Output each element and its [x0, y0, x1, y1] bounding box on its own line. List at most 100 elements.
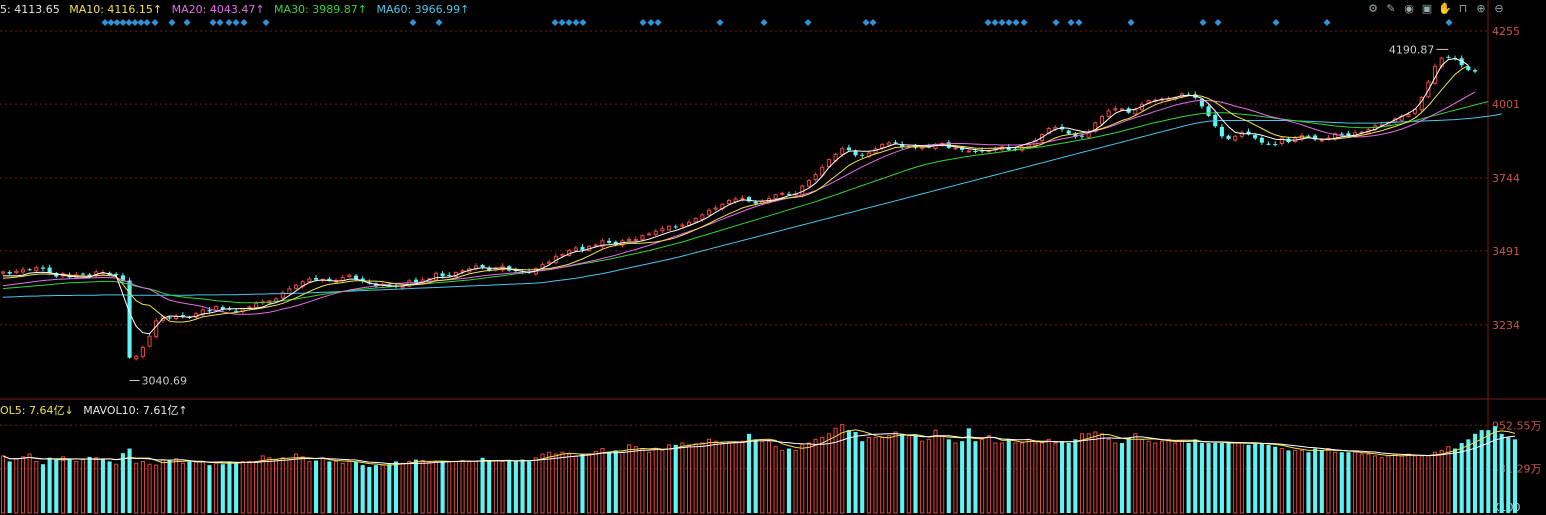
candle-body — [1233, 135, 1238, 141]
volume-bar — [853, 431, 858, 513]
volume-bar — [686, 444, 692, 514]
price-tick-label: 4255 — [1492, 25, 1520, 38]
volume-bar — [393, 461, 399, 513]
volume-bar — [313, 460, 319, 513]
zoom-in-icon[interactable]: ⊕ — [1476, 2, 1486, 15]
candle-body — [127, 280, 132, 358]
candle-body — [1199, 98, 1204, 107]
candle-body — [80, 273, 85, 275]
candle-body — [1279, 137, 1284, 145]
candle-body — [607, 240, 612, 243]
candle-body — [287, 288, 292, 295]
volume-bar — [806, 442, 812, 514]
volume-bar — [234, 462, 239, 513]
candle-body — [1406, 113, 1411, 117]
volume-bar — [993, 442, 998, 514]
candle-body — [54, 273, 59, 277]
candle-body — [1093, 122, 1098, 132]
candle-body — [154, 320, 159, 338]
signal-marker — [409, 19, 417, 26]
candle-body — [1273, 144, 1278, 146]
legend-ma10: MA10: 4116.15↑ — [69, 3, 163, 16]
candle-body — [1226, 135, 1231, 139]
candle-body — [407, 280, 412, 287]
signal-marker — [572, 19, 580, 26]
candle-body — [753, 201, 758, 204]
bag-icon[interactable]: ▣ — [1421, 2, 1433, 15]
volume-bar — [700, 442, 705, 514]
candle-body — [706, 209, 712, 216]
volume-bar — [154, 464, 159, 514]
volume-bar — [1412, 455, 1418, 514]
candle-body — [780, 192, 785, 195]
volume-bar — [1026, 438, 1031, 514]
candle-body — [1472, 70, 1478, 72]
zoom-out-icon[interactable]: ⊖ — [1494, 2, 1504, 15]
volume-bar — [1073, 439, 1078, 513]
candle-body — [40, 267, 46, 269]
candle-body — [893, 142, 898, 144]
volume-bar — [940, 435, 945, 514]
settings-icon[interactable]: ⚙ — [1368, 2, 1378, 15]
volume-bar — [353, 461, 359, 513]
candle-body — [280, 292, 285, 299]
volume-bar — [1399, 455, 1404, 514]
volume-bar — [240, 460, 245, 514]
ma60-line — [2, 113, 1502, 298]
candle-body — [1219, 126, 1224, 137]
volume-bar — [880, 436, 885, 514]
volume-bar — [673, 444, 678, 513]
candle-body — [433, 272, 439, 281]
volume-bar — [946, 439, 951, 513]
volume-bar — [620, 451, 625, 514]
chart-toolbar: ⚙ ✎ ◉ ▣ ✋ ⊓ ⊕ ⊖ — [1366, 2, 1506, 16]
signal-marker — [1445, 19, 1453, 26]
candle-body — [140, 346, 145, 357]
signal-marker — [1199, 19, 1207, 26]
volume-bar — [174, 458, 179, 514]
hand-icon[interactable]: ✋ — [1438, 2, 1452, 15]
signal-marker — [137, 19, 145, 26]
volume-bar — [953, 442, 958, 514]
volume-bar — [27, 453, 32, 514]
volume-bar — [1186, 443, 1191, 513]
candle-body — [313, 277, 319, 280]
volume-bar — [826, 433, 831, 514]
volume-bar — [913, 435, 918, 513]
signal-marker — [209, 19, 217, 26]
volume-bar — [307, 460, 312, 514]
candle-body — [1319, 139, 1324, 142]
candle-body — [47, 267, 52, 273]
candle-body — [1119, 108, 1125, 111]
candle-body — [1346, 133, 1351, 136]
signal-marker — [168, 19, 176, 26]
volume-bar — [666, 444, 672, 514]
candle-body — [220, 307, 225, 310]
volume-bar — [600, 448, 605, 514]
candle-body — [327, 278, 332, 281]
volume-bar — [1406, 453, 1411, 514]
volume-bar — [1239, 442, 1244, 514]
lock-icon[interactable]: ⊓ — [1458, 2, 1468, 15]
signal-marker — [232, 19, 240, 26]
volume-bar — [207, 465, 212, 513]
volume-bar — [760, 440, 765, 514]
candle-body — [1446, 56, 1451, 58]
volume-bar — [593, 450, 598, 514]
candle-body — [347, 274, 352, 278]
candle-body — [660, 228, 665, 232]
eye-icon[interactable]: ◉ — [1404, 2, 1414, 15]
candle-body — [400, 285, 405, 289]
volume-bar — [1219, 443, 1224, 513]
volume-bar — [1233, 442, 1238, 514]
volume-bar — [906, 435, 911, 514]
volume-bar — [214, 462, 219, 514]
volume-bar — [80, 459, 85, 514]
candle-body — [960, 147, 965, 150]
candle-body — [673, 226, 678, 228]
candle-body — [666, 225, 672, 231]
pen-icon[interactable]: ✎ — [1386, 2, 1396, 15]
volume-bar — [1386, 455, 1391, 514]
candle-body — [120, 275, 125, 282]
